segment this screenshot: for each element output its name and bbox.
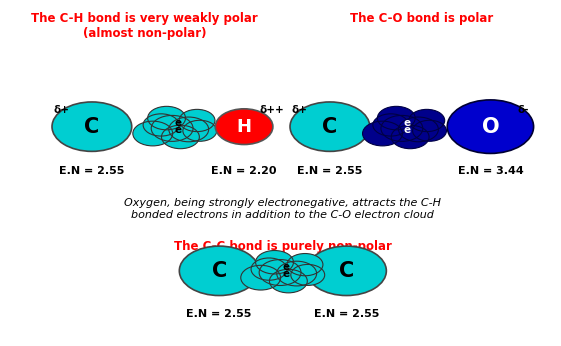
- Circle shape: [169, 117, 209, 142]
- Text: E.N = 2.55: E.N = 2.55: [314, 309, 379, 319]
- Circle shape: [215, 109, 273, 145]
- Circle shape: [362, 121, 402, 146]
- Text: C: C: [211, 261, 227, 281]
- Text: E.N = 2.55: E.N = 2.55: [186, 309, 252, 319]
- Text: O: O: [481, 117, 499, 137]
- Circle shape: [52, 102, 132, 152]
- Circle shape: [277, 261, 316, 286]
- Text: δ-: δ-: [518, 105, 530, 115]
- Circle shape: [251, 258, 287, 280]
- Text: e: e: [174, 118, 181, 128]
- Circle shape: [307, 246, 387, 295]
- Text: C: C: [322, 117, 338, 137]
- Circle shape: [148, 106, 186, 130]
- Text: E.N = 3.44: E.N = 3.44: [458, 166, 523, 176]
- Text: C: C: [84, 117, 99, 137]
- Circle shape: [162, 125, 199, 149]
- Text: e: e: [404, 125, 411, 135]
- Text: Oxygen, being strongly electronegative, attracts the C-H
bonded electrons in add: Oxygen, being strongly electronegative, …: [125, 198, 442, 220]
- Circle shape: [373, 114, 409, 136]
- Circle shape: [269, 270, 307, 293]
- Circle shape: [256, 251, 293, 274]
- Text: E.N = 2.55: E.N = 2.55: [297, 166, 362, 176]
- Circle shape: [447, 100, 534, 153]
- Text: δ+: δ+: [292, 105, 307, 115]
- Circle shape: [412, 120, 447, 141]
- Text: δ+: δ+: [53, 105, 70, 115]
- Circle shape: [290, 102, 370, 152]
- Text: The C-C bond is purely non-polar: The C-C bond is purely non-polar: [174, 240, 392, 253]
- Circle shape: [398, 117, 438, 142]
- Text: e: e: [174, 125, 181, 135]
- Circle shape: [180, 246, 259, 295]
- Circle shape: [183, 120, 217, 141]
- Text: e: e: [282, 269, 289, 279]
- Text: The C-O bond is polar: The C-O bond is polar: [350, 12, 493, 25]
- Circle shape: [143, 114, 179, 136]
- Text: The C-H bond is very weakly polar
(almost non-polar): The C-H bond is very weakly polar (almos…: [31, 12, 258, 40]
- Circle shape: [381, 116, 423, 142]
- Circle shape: [287, 254, 323, 276]
- Circle shape: [179, 109, 215, 131]
- Text: C: C: [339, 261, 354, 281]
- Circle shape: [409, 109, 445, 131]
- Circle shape: [391, 125, 429, 149]
- Circle shape: [133, 121, 173, 146]
- Text: δ++: δ++: [259, 105, 284, 115]
- Circle shape: [241, 265, 280, 290]
- Text: E.N = 2.20: E.N = 2.20: [211, 166, 277, 176]
- Circle shape: [151, 116, 193, 142]
- Circle shape: [291, 264, 325, 285]
- Circle shape: [259, 260, 301, 285]
- Text: e: e: [282, 262, 289, 272]
- Text: e: e: [404, 118, 411, 128]
- Text: H: H: [237, 118, 251, 136]
- Circle shape: [378, 106, 415, 130]
- Text: E.N = 2.55: E.N = 2.55: [59, 166, 125, 176]
